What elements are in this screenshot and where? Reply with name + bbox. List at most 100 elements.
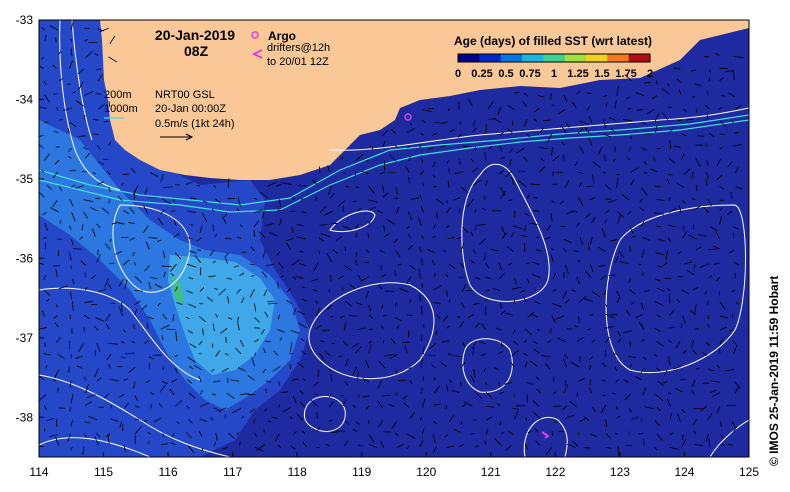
- velocity-vector: [212, 323, 215, 331]
- velocity-vector: [611, 392, 617, 395]
- velocity-vector: [570, 361, 580, 368]
- velocity-vector: [707, 368, 715, 372]
- colorbar-tick-label: 0.25: [471, 68, 492, 80]
- velocity-vector: [475, 392, 483, 400]
- velocity-vector: [432, 445, 438, 454]
- velocity-vector: [99, 27, 109, 33]
- velocity-vector: [523, 156, 528, 162]
- velocity-vector: [445, 404, 448, 410]
- velocity-vector: [382, 192, 389, 198]
- velocity-vector: [564, 180, 570, 189]
- velocity-vector: [616, 415, 620, 419]
- velocity-vector: [94, 436, 99, 446]
- velocity-vector: [221, 215, 227, 224]
- velocity-vector: [485, 405, 495, 408]
- velocity-vector: [58, 285, 68, 290]
- velocity-vector: [83, 376, 87, 381]
- velocity-vector: [500, 156, 505, 159]
- velocity-vector: [532, 400, 539, 407]
- velocity-vector: [667, 392, 672, 395]
- velocity-vector: [174, 252, 181, 260]
- colorbar-segment: [522, 54, 544, 62]
- velocity-vector: [266, 264, 274, 267]
- velocity-vector: [682, 350, 687, 355]
- velocity-vector: [320, 233, 331, 237]
- sst-lightest-region: [168, 255, 275, 375]
- velocity-vector: [71, 184, 76, 188]
- velocity-vector: [418, 217, 422, 226]
- velocity-vector: [262, 368, 267, 374]
- velocity-vector: [507, 105, 515, 111]
- velocity-vector: [368, 218, 373, 225]
- velocity-vector: [693, 287, 699, 291]
- velocity-vector: [579, 120, 589, 125]
- velocity-vector: [657, 380, 664, 387]
- velocity-vector: [626, 157, 630, 161]
- velocity-vector: [624, 393, 632, 401]
- velocity-vector: [586, 92, 592, 94]
- velocity-vector: [487, 101, 494, 110]
- velocity-vector: [338, 355, 343, 358]
- velocity-vector: [129, 237, 135, 241]
- velocity-vector: [365, 360, 370, 368]
- velocity-vector: [551, 200, 555, 204]
- velocity-vector: [199, 225, 203, 234]
- velocity-vector: [539, 127, 545, 133]
- velocity-vector: [696, 135, 705, 137]
- velocity-vector: [278, 381, 281, 387]
- velocity-vector: [605, 433, 611, 439]
- velocity-vector: [70, 291, 72, 300]
- velocity-vector: [564, 264, 569, 274]
- velocity-vector: [459, 320, 465, 328]
- velocity-vector: [143, 205, 149, 214]
- velocity-vector: [352, 200, 357, 203]
- velocity-vector: [296, 362, 305, 368]
- velocity-vector: [535, 249, 542, 252]
- velocity-vector: [300, 211, 307, 213]
- velocity-vector: [508, 148, 514, 153]
- velocity-vector: [69, 225, 72, 231]
- velocity-vector: [458, 159, 461, 165]
- velocity-vector: [266, 380, 272, 383]
- velocity-vector: [500, 310, 506, 315]
- velocity-vector: [498, 350, 503, 355]
- velocity-vector: [550, 93, 552, 100]
- velocity-vector: [107, 434, 110, 445]
- velocity-vector: [579, 146, 585, 154]
- velocity-vector: [267, 420, 272, 423]
- velocity-vector: [700, 406, 707, 412]
- velocity-vector: [640, 368, 645, 374]
- velocity-vector: [622, 119, 632, 122]
- velocity-vector: [157, 239, 162, 242]
- velocity-vector: [719, 185, 725, 190]
- velocity-vector: [173, 355, 178, 357]
- velocity-vector: [211, 343, 214, 348]
- velocity-vector: [82, 446, 85, 456]
- velocity-vector: [519, 235, 528, 237]
- velocity-vector: [646, 109, 655, 115]
- velocity-vector: [409, 299, 412, 304]
- velocity-vector: [214, 288, 218, 290]
- velocity-vector: [381, 394, 391, 397]
- velocity-vector: [345, 358, 349, 367]
- velocity-vector: [376, 210, 384, 214]
- velocity-vector: [81, 224, 84, 231]
- velocity-vector: [188, 392, 196, 399]
- velocity-vector: [355, 153, 364, 161]
- velocity-vector: [666, 287, 671, 292]
- velocity-vector: [473, 249, 477, 254]
- velocity-vector: [693, 430, 697, 435]
- velocity-vector: [39, 191, 45, 198]
- velocity-vector: [552, 272, 557, 279]
- velocity-vector: [175, 331, 178, 342]
- velocity-vector: [295, 275, 304, 280]
- velocity-vector: [627, 210, 632, 215]
- velocity-vector: [656, 407, 661, 412]
- colorbar-segment: [479, 54, 502, 62]
- velocity-vector: [41, 56, 44, 60]
- velocity-vector: [97, 74, 103, 82]
- velocity-vector: [280, 275, 284, 278]
- velocity-vector: [668, 224, 676, 228]
- velocity-vector: [667, 237, 672, 242]
- velocity-vector: [118, 195, 123, 201]
